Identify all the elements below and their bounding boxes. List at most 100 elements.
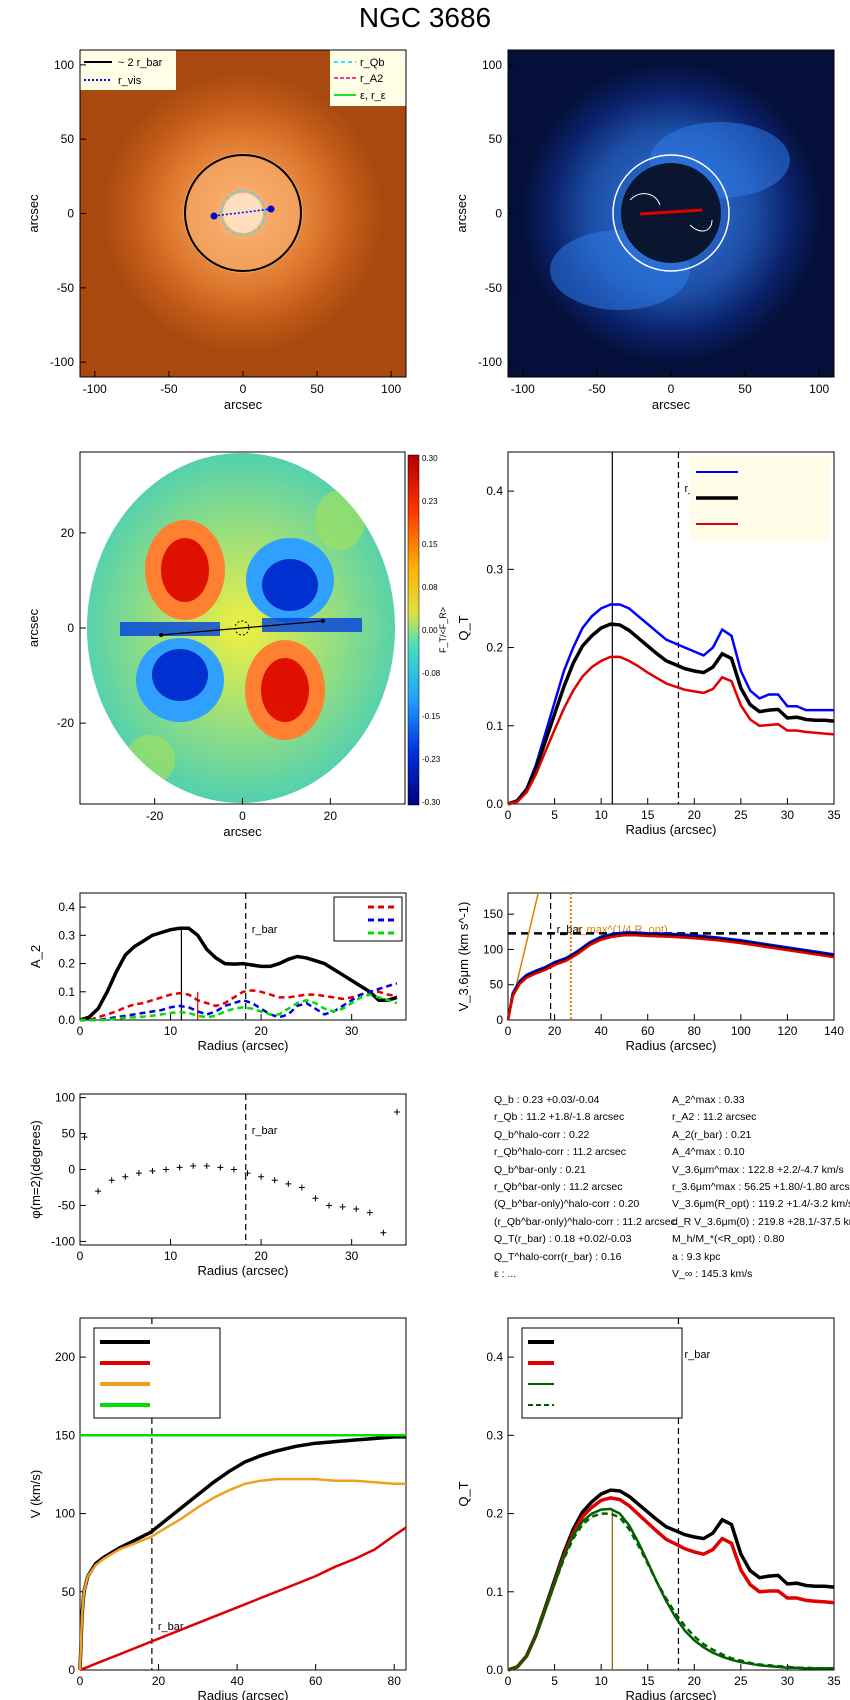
y-tick-label: -50: [485, 281, 503, 295]
x-tick-label: 20: [254, 1249, 268, 1263]
param-right-row: V_3.6μm(R_opt) : 119.2 +1.4/-3.2 km/s: [672, 1198, 850, 1211]
colorbar-tick-label: 0.00: [422, 626, 438, 635]
x-tick-label: 40: [230, 1674, 244, 1688]
scatter-point: [230, 1166, 237, 1173]
x-tick-label: 35: [827, 1674, 841, 1688]
param-left-row: Q_T^halo-corr(r_bar) : 0.16: [494, 1250, 622, 1263]
plot-frame: [507, 1317, 835, 1671]
x-tick-label: -50: [588, 382, 606, 396]
y-axis-label: arcsec: [26, 608, 41, 647]
x-tick-label: 0: [77, 1249, 84, 1263]
scatter-point: [339, 1203, 346, 1210]
colorbar-tick-label: 0.23: [422, 497, 438, 506]
x-tick-label: 35: [827, 808, 841, 822]
parameter-column-left: Q_b : 0.23 +0.03/-0.04 r_Qb : 11.2 +1.8/-…: [494, 1092, 676, 1283]
param-left-row: (Q_b^bar-only)^halo-corr : 0.20: [494, 1198, 640, 1211]
plot-frame: [507, 451, 835, 805]
param-right-row: A_2^max : 0.33: [672, 1094, 745, 1106]
y-axis-label: V_3.6μm (km s^-1): [456, 902, 471, 1012]
x-tick-label: 15: [641, 808, 655, 822]
param-left-row: r_Qb^bar-only : 11.2 arcsec: [494, 1181, 623, 1194]
scatter-point: [271, 1177, 278, 1184]
y-tick-label: 0.3: [486, 562, 503, 576]
y-tick-label: 50: [490, 978, 504, 992]
y-tick-label: 20: [61, 526, 75, 540]
x-tick-label: 50: [738, 382, 752, 396]
y-tick-label: 0.1: [486, 1585, 503, 1599]
y-tick-label: 50: [62, 1585, 76, 1599]
param-left-row: Q_b^bar-only : 0.21: [494, 1163, 586, 1176]
scatter-point: [135, 1170, 142, 1177]
scatter-point: [244, 1170, 251, 1177]
x-tick-label: 20: [254, 1024, 268, 1038]
scatter-point: [285, 1180, 292, 1187]
param-right-row: V_∞ : 145.3 km/s: [672, 1268, 753, 1281]
y-tick-label: 0: [68, 1163, 75, 1177]
vline-label: r_bar: [252, 924, 278, 936]
y-tick-label: 0.0: [486, 797, 503, 811]
param-right-row: M_h/M_*(<R_opt) : 0.80: [672, 1233, 785, 1246]
x-axis-label: Radius (arcsec): [197, 1688, 288, 1700]
x-axis-label: Radius (arcsec): [625, 1038, 716, 1053]
x-tick-label: 60: [641, 1024, 655, 1038]
param-right-row: a : 9.3 kpc: [672, 1250, 721, 1263]
x-tick-label: 20: [688, 808, 702, 822]
y-tick-label: 0: [495, 207, 502, 221]
series-line-0: [78, 1435, 406, 1671]
y-tick-label: 50: [61, 132, 75, 146]
y-tick-label: -100: [51, 1234, 75, 1248]
y-tick-label: 0: [67, 207, 74, 221]
y-tick-label: 50: [62, 1127, 76, 1141]
x-axis-label: arcsec: [224, 397, 263, 412]
scatter-point: [258, 1173, 265, 1180]
x-tick-label: 15: [641, 1674, 655, 1688]
y-tick-label: 0.2: [486, 641, 503, 655]
colorbar-label: F_T/<F_R>: [438, 607, 448, 653]
colorbar-tick-label: -0.08: [422, 669, 441, 678]
param-left-row: (r_Qb^bar-only)^halo-corr : 11.2 arcsec: [494, 1215, 676, 1228]
x-tick-label: 0: [77, 1024, 84, 1038]
scatter-point: [163, 1166, 170, 1173]
series-line-1: [79, 1526, 407, 1672]
scatter-point: [298, 1184, 305, 1191]
plot-frame: [79, 892, 407, 1021]
page-title: NGC 3686: [358, 2, 492, 33]
parameter-column-right: A_2^max : 0.33 r_A2 : 11.2 arcsec A_2(r_ba…: [672, 1092, 850, 1283]
x-tick-label: 80: [388, 1674, 402, 1688]
x-axis-label: arcsec: [652, 397, 691, 412]
x-tick-label: 40: [594, 1024, 608, 1038]
legend-rvis: r_vis: [118, 75, 142, 87]
x-tick-label: 0: [505, 1024, 512, 1038]
x-tick-label: -20: [146, 809, 164, 823]
y-tick-label: 0.4: [486, 1350, 503, 1364]
x-tick-label: 30: [781, 808, 795, 822]
series-line-0: [79, 926, 398, 1022]
colorbar-tick-label: -0.30: [422, 798, 441, 807]
plot-frame: [79, 1317, 407, 1671]
series-line-0: [506, 931, 835, 1021]
x-tick-label: 0: [77, 1674, 84, 1688]
y-axis-label: Q_T: [456, 1481, 471, 1506]
y-tick-label: 0.4: [486, 484, 503, 498]
x-tick-label: 80: [688, 1024, 702, 1038]
y-tick-label: 0.3: [58, 928, 75, 942]
scatter-point: [393, 1108, 400, 1115]
y-tick-label: -50: [57, 281, 75, 295]
x-tick-label: 100: [809, 382, 829, 396]
colorbar: [407, 454, 420, 806]
x-tick-label: 20: [324, 809, 338, 823]
x-tick-label: 0: [668, 382, 675, 396]
x-axis-label: Radius (arcsec): [197, 1263, 288, 1278]
y-tick-label: -20: [57, 716, 75, 730]
param-right-row: A_2(r_bar) : 0.21: [672, 1128, 752, 1141]
y-tick-label: 0.2: [486, 1507, 503, 1521]
x-axis-label: Radius (arcsec): [625, 1688, 716, 1700]
x-tick-label: 10: [594, 1674, 608, 1688]
x-tick-label: 20: [548, 1024, 562, 1038]
scatter-point: [122, 1173, 129, 1180]
scatter-point: [108, 1177, 115, 1184]
param-left-row: r_Qb : 11.2 +1.8/-1.8 arcsec: [494, 1111, 625, 1124]
x-tick-label: 25: [734, 808, 748, 822]
galaxy-image-panel: ~ 2 r_bar r_vis r_Qb r_A2 ε, r_ε: [79, 49, 407, 378]
y-tick-label: 0.3: [486, 1428, 503, 1442]
